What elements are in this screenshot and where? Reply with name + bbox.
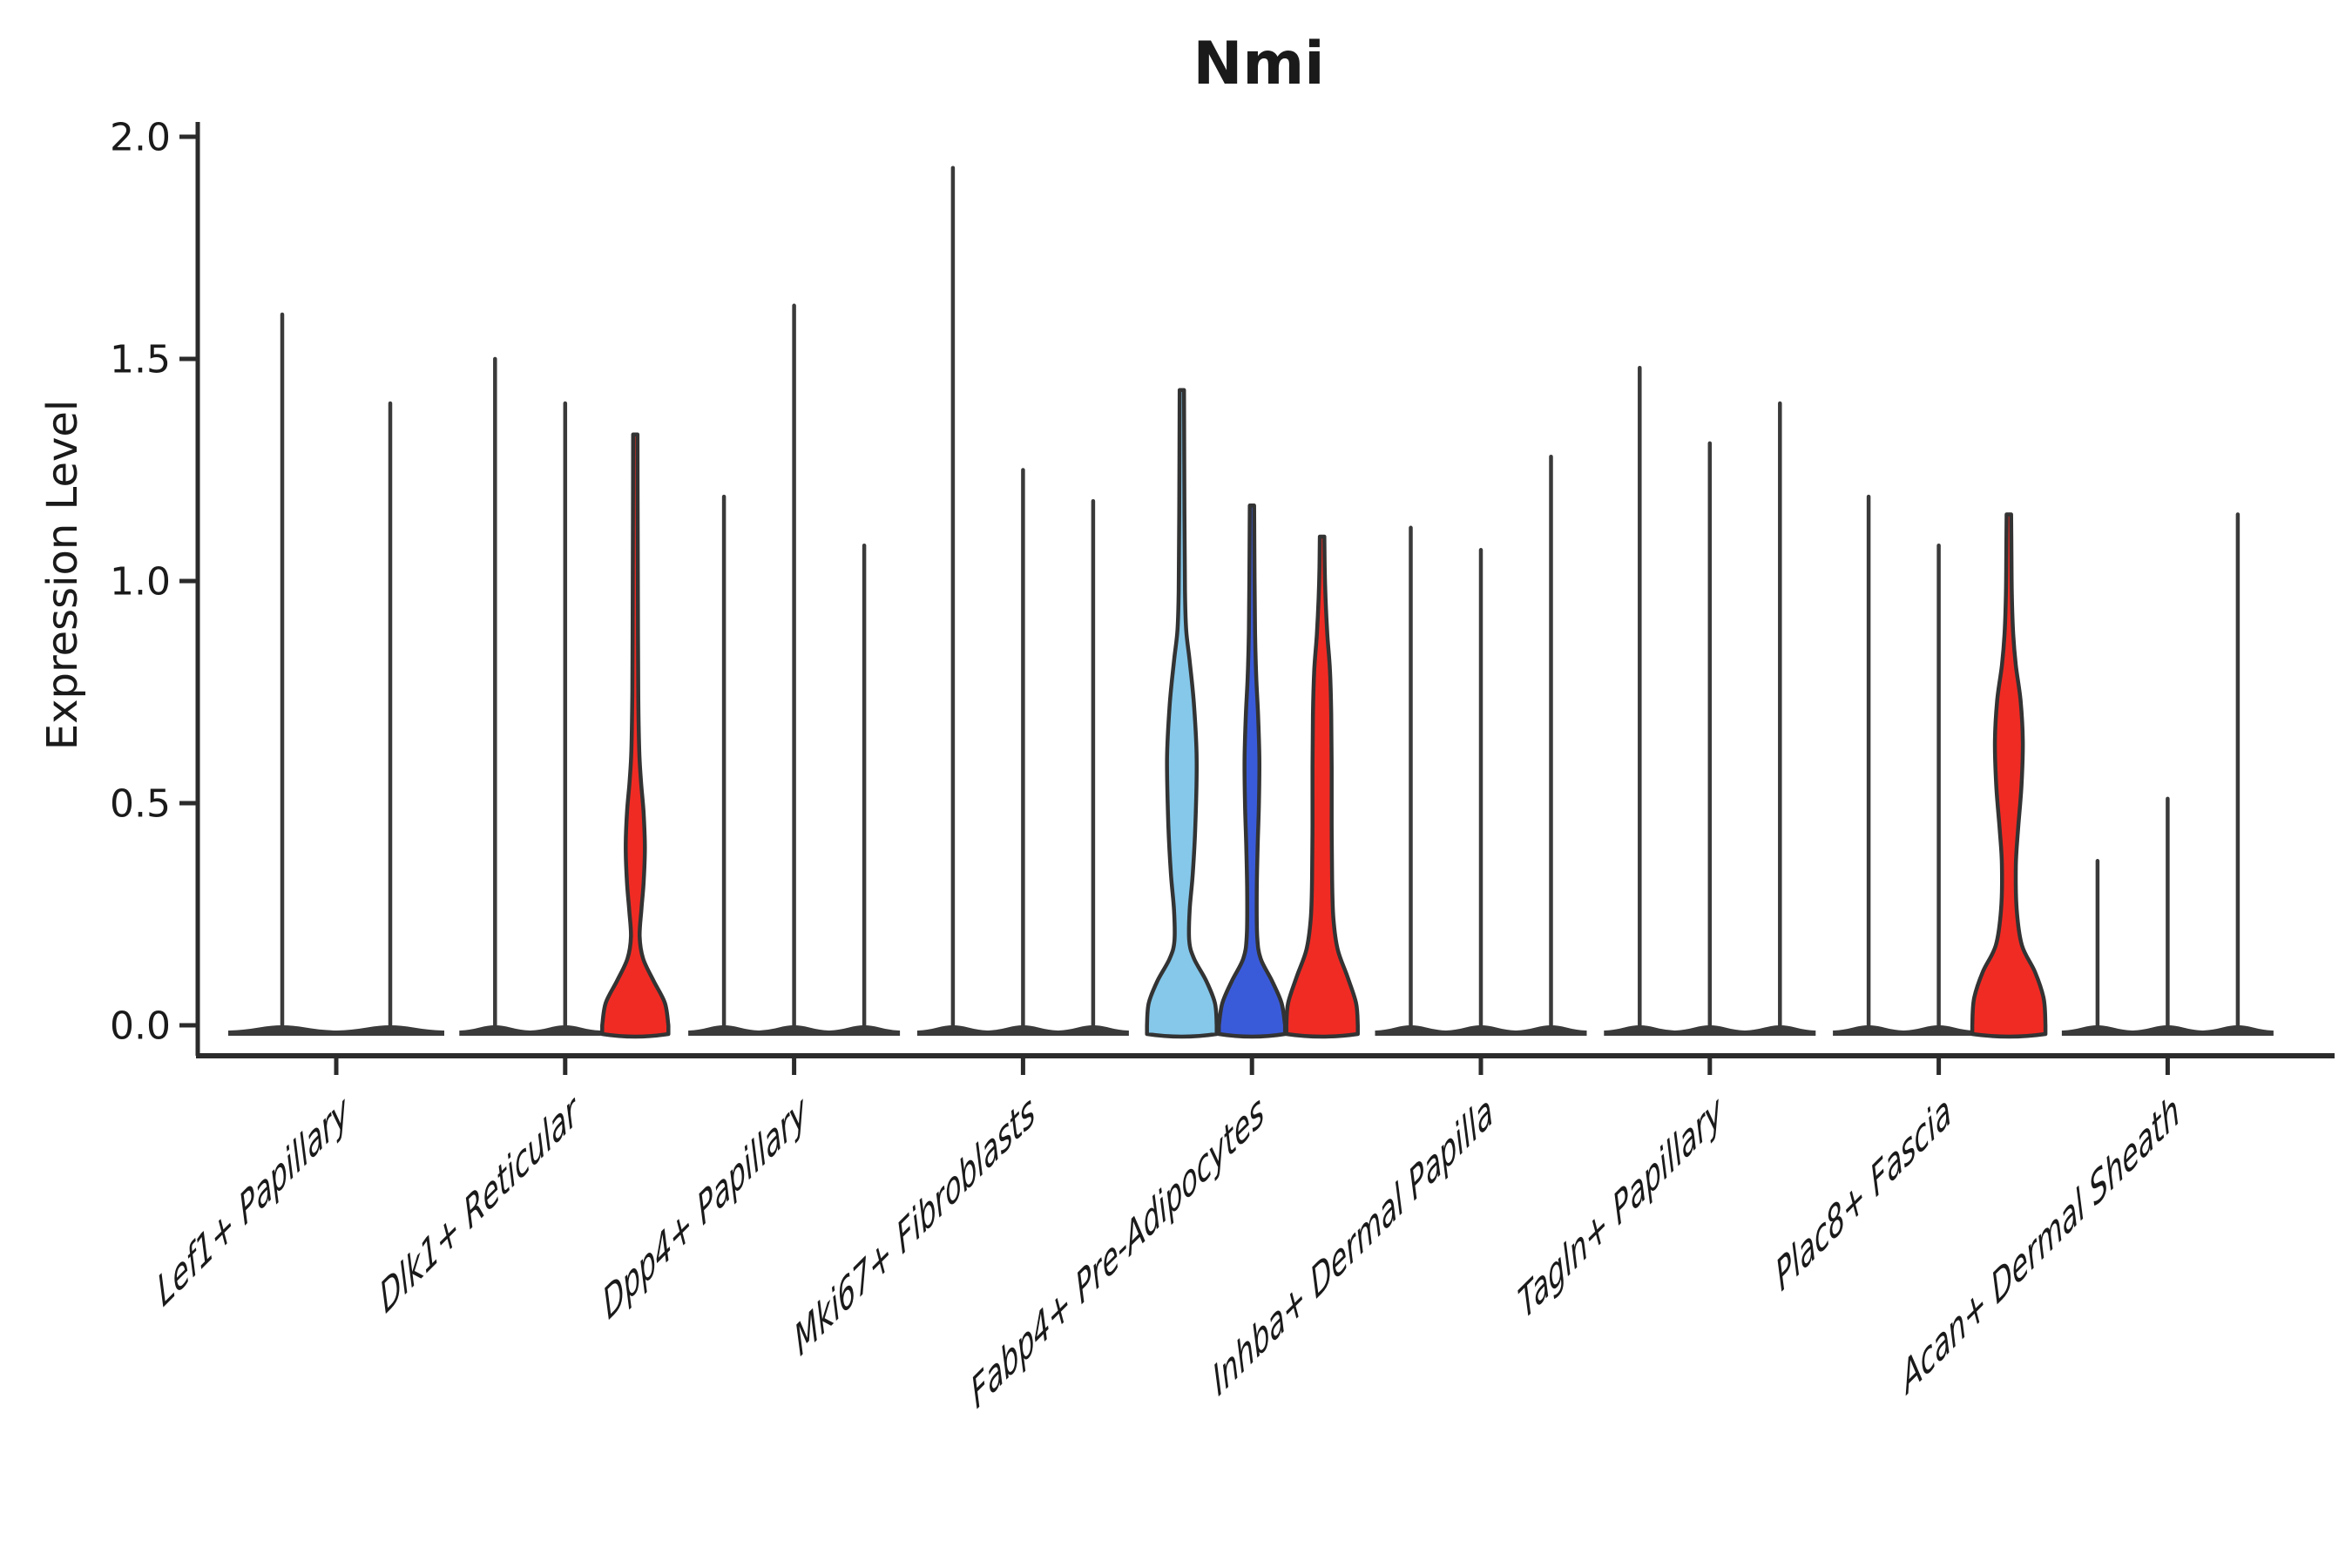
x-tick-label: Tagln+ Papillary xyxy=(1515,1085,1727,1330)
violin-body xyxy=(600,432,671,1039)
x-tick-label: Dlk1+ Reticular xyxy=(375,1084,583,1324)
y-tick-label: 0.5 xyxy=(110,781,171,826)
x-tick-label: Lef1+ Papillary xyxy=(153,1085,354,1318)
axes xyxy=(179,122,2335,1075)
violin-body xyxy=(1216,504,1288,1039)
y-tick-label: 1.0 xyxy=(110,559,171,604)
violin-body xyxy=(1145,388,1219,1039)
violin-body xyxy=(1284,534,1360,1039)
y-tick-label: 1.5 xyxy=(110,337,171,382)
x-tick-label: Plac8+ Fascia xyxy=(1772,1085,1956,1302)
chart-title: Nmi xyxy=(1193,30,1324,98)
y-tick-label: 0.0 xyxy=(110,1004,171,1048)
violins xyxy=(228,166,2274,1039)
y-tick-label: 2.0 xyxy=(110,115,171,159)
y-axis-title: Expression Level xyxy=(38,400,87,751)
violin-body xyxy=(1970,512,2048,1039)
x-tick-labels: Lef1+ Papillary Dlk1+ Reticular Dpp4+ Papi… xyxy=(153,1084,2184,1419)
x-tick-label: Dpp4+ Papillary xyxy=(598,1085,812,1330)
x-tick-label: Mki67+ Fibroblasts xyxy=(790,1085,1039,1368)
y-tick-labels: 0.0 0.5 1.0 1.5 2.0 xyxy=(110,115,171,1048)
